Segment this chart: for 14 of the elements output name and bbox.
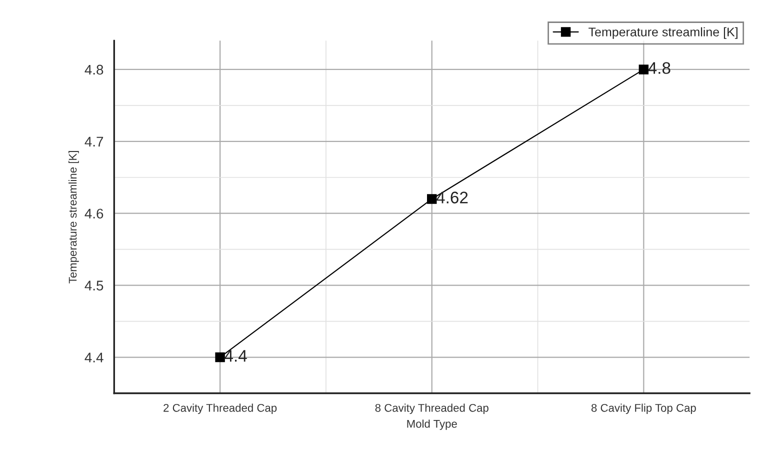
y-tick-label: 4.5 [84,280,104,290]
y-tick-label: 4.6 [84,208,104,219]
point [215,352,225,362]
x-tick-label: 8 Cavity Threaded Cap [375,404,488,414]
point [638,64,649,74]
x-tick-label: 8 Cavity Flip Top Cap [591,404,696,414]
point [427,194,437,204]
y-tick-label: 4.7 [84,136,104,146]
x-axis-title: Mold Type [407,420,457,430]
y-tick-label: 4.4 [84,352,104,362]
legend-label: Temperature streamline [K] [588,27,738,39]
y-axis-title: Temperature streamline [K] [68,151,79,284]
y-tick-label: 4.8 [84,64,104,75]
x-tick-label: 2 Cavity Threaded Cap [164,404,277,414]
